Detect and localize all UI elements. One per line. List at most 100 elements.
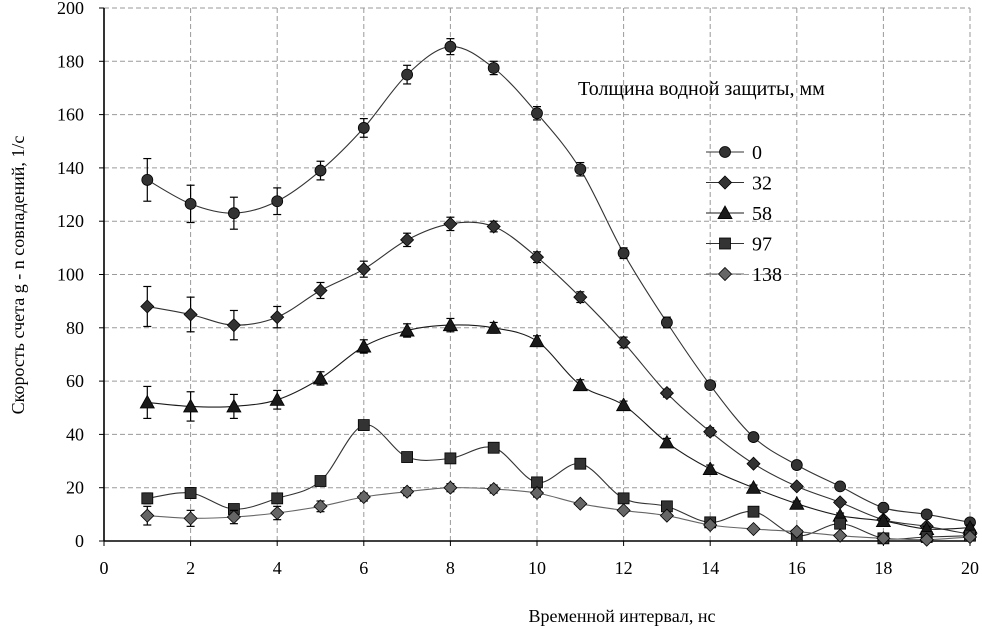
data-point-square — [184, 487, 197, 499]
data-point-triangle — [745, 479, 762, 494]
y-tick-label: 100 — [57, 265, 84, 285]
data-point-circle — [401, 68, 414, 81]
data-point-diamond — [529, 485, 545, 501]
data-point-diamond — [876, 531, 891, 546]
data-point-circle — [920, 508, 933, 521]
data-point-diamond — [529, 250, 545, 265]
data-point-triangle — [529, 333, 545, 348]
y-tick-label: 60 — [66, 371, 84, 391]
data-point-diamond — [356, 262, 371, 277]
data-point-diamond — [400, 484, 415, 499]
legend-marker — [717, 266, 733, 282]
data-point-diamond — [486, 219, 501, 234]
data-point-diamond — [789, 479, 804, 494]
y-tick-label: 140 — [57, 158, 84, 178]
data-point-triangle — [486, 319, 502, 334]
data-point-diamond — [833, 528, 848, 543]
data-point-square — [617, 492, 630, 505]
data-point-square — [314, 475, 327, 487]
legend-marker — [717, 205, 733, 220]
x-tick-label: 20 — [961, 558, 979, 578]
axes-layer — [99, 7, 971, 546]
series-0 — [141, 38, 976, 529]
data-point-diamond — [226, 318, 241, 333]
data-point-square — [574, 457, 587, 470]
data-point-triangle — [789, 495, 805, 510]
data-point-square — [141, 492, 154, 505]
legend-marker — [717, 175, 733, 190]
data-point-diamond — [659, 386, 674, 401]
y-tick-label: 0 — [75, 531, 84, 551]
data-point-circle — [617, 247, 630, 260]
data-point-circle — [444, 40, 457, 53]
data-point-diamond — [789, 524, 804, 539]
data-point-triangle — [615, 397, 632, 412]
data-point-circle — [531, 107, 543, 120]
data-point-diamond — [183, 511, 198, 526]
data-point-diamond — [313, 283, 328, 298]
data-point-diamond — [573, 290, 588, 305]
data-point-diamond — [270, 505, 285, 521]
data-point-circle — [141, 173, 154, 186]
data-point-circle — [834, 480, 846, 493]
data-point-triangle — [399, 322, 415, 337]
data-point-diamond — [746, 456, 761, 471]
data-point-diamond — [833, 495, 848, 510]
data-point-circle — [227, 207, 240, 220]
x-tick-label: 14 — [701, 558, 719, 578]
legend-label: 32 — [752, 173, 772, 195]
x-tick-label: 12 — [615, 558, 633, 578]
data-point-diamond — [443, 480, 458, 495]
data-point-square — [444, 452, 457, 465]
data-point-triangle — [312, 370, 329, 385]
data-point-triangle — [139, 394, 155, 409]
x-tick-label: 8 — [446, 558, 455, 578]
series-layer — [139, 38, 978, 547]
data-point-diamond — [703, 517, 718, 533]
legend-label: 58 — [752, 203, 772, 225]
y-tick-label: 40 — [66, 424, 84, 444]
legend: Толщина водной защиты, мм 0 32 58 97 138 — [578, 78, 825, 286]
y-tick-label: 200 — [57, 0, 84, 18]
y-tick-label: 180 — [57, 51, 84, 71]
data-point-square — [357, 419, 370, 431]
x-tick-label: 18 — [874, 558, 892, 578]
data-point-circle — [184, 197, 197, 210]
x-tick-label: 6 — [359, 558, 368, 578]
data-point-triangle — [356, 338, 372, 353]
y-tick-label: 80 — [66, 318, 84, 338]
data-point-triangle — [182, 398, 199, 413]
legend-marker — [719, 146, 731, 158]
legend-items: 0 32 58 97 138 — [706, 142, 782, 286]
series-line — [147, 221, 971, 535]
data-point-diamond — [356, 489, 371, 505]
y-axis-title: Скорость счета g - n совпадений, 1/с — [8, 136, 28, 415]
data-point-square — [487, 441, 500, 454]
data-point-circle — [661, 316, 673, 329]
x-tick-label: 0 — [100, 558, 109, 578]
legend-label: 0 — [752, 142, 762, 164]
series-138 — [140, 480, 978, 547]
data-point-circle — [271, 195, 284, 208]
data-point-diamond — [919, 532, 934, 547]
data-point-diamond — [270, 310, 285, 325]
data-point-triangle — [875, 513, 892, 528]
series-line — [147, 487, 971, 541]
data-point-circle — [357, 122, 370, 134]
data-point-diamond — [313, 499, 328, 514]
data-point-circle — [790, 459, 803, 471]
x-tick-label: 16 — [788, 558, 806, 578]
y-tick-label: 20 — [66, 478, 84, 498]
series-58 — [139, 317, 978, 536]
data-point-circle — [314, 164, 327, 177]
data-point-triangle — [226, 398, 242, 413]
y-tick-label: 120 — [57, 211, 84, 231]
legend-label: 138 — [752, 264, 782, 286]
legend-item: 97 — [706, 234, 772, 256]
data-point-triangle — [572, 377, 588, 392]
data-point-circle — [877, 501, 890, 514]
series-line — [147, 46, 971, 523]
legend-item: 32 — [706, 173, 772, 195]
data-point-diamond — [746, 521, 761, 537]
data-point-circle — [747, 431, 760, 443]
